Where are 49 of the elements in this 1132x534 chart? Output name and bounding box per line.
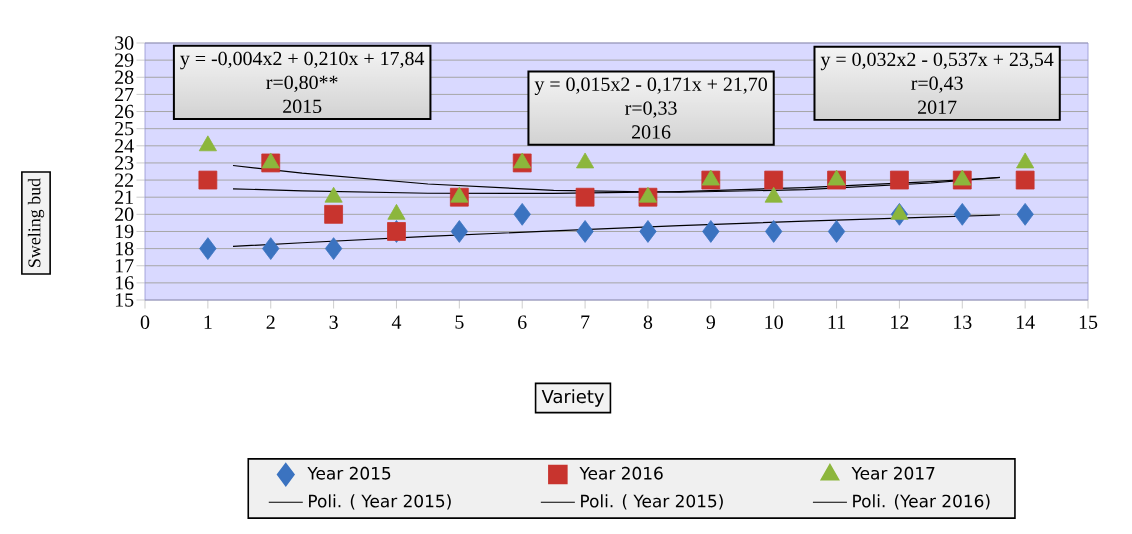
y-tick-label: 18: [115, 241, 134, 256]
annotation: y = 0,032x2 - 0,537x + 23,54: [820, 52, 1054, 71]
x-tick-label: 15: [1079, 315, 1098, 329]
x-tick-label: 8: [643, 315, 653, 329]
y-tick-label: 28: [115, 70, 134, 84]
annotation: r=0,43: [911, 76, 963, 93]
y-tick-label: 24: [115, 139, 134, 153]
y-tick-label: 30: [115, 36, 134, 50]
x-tick-label: 2: [266, 315, 275, 329]
legend-label: Year 2015: [307, 466, 391, 480]
x-axis-title: Variety: [541, 389, 604, 407]
y-tick-label: 16: [115, 276, 134, 290]
x-tick-label: 5: [455, 315, 464, 329]
y-axis-title: Sweling bud: [27, 178, 45, 267]
x-tick-label: 1: [204, 315, 212, 329]
y-tick-label: 19: [115, 224, 134, 239]
x-tick-label: 11: [828, 315, 845, 329]
y-tick-label: 22: [115, 173, 134, 187]
x-tick-label: 0: [140, 315, 150, 329]
annotation: 2016: [632, 125, 671, 139]
y-tick-label: 25: [115, 121, 134, 136]
legend-label: Year 2016: [579, 466, 663, 480]
annotation: 2015: [283, 99, 322, 114]
x-tick-label: 14: [1016, 315, 1035, 329]
x-tick-label: 6: [518, 315, 527, 329]
annotation: 2017: [918, 100, 957, 114]
annotation: r=0,33: [625, 101, 677, 118]
x-tick-label: 12: [891, 315, 909, 329]
legend-label: Poli. ( Year 2015): [309, 494, 451, 510]
legend-label: Poli. (Year 2016): [853, 494, 990, 510]
x-tick-label: 10: [765, 315, 783, 329]
y-tick-label: 27: [115, 87, 134, 101]
x-tick-label: 3: [329, 315, 338, 329]
x-tick-label: 13: [954, 315, 972, 329]
y-tick-label: 17: [115, 259, 134, 273]
y-tick-label: 26: [115, 104, 134, 119]
y-tick-label: 20: [115, 207, 134, 222]
legend-label: Poli. ( Year 2015): [581, 494, 723, 510]
legend-label: Year 2017: [851, 466, 935, 480]
y-tick-label: 23: [115, 156, 134, 170]
x-tick-label: 7: [581, 315, 590, 329]
y-tick-label: 29: [115, 53, 134, 67]
x-tick-label: 4: [391, 315, 402, 329]
annotation: y = -0,004x2 + 0,210x + 17,84: [180, 51, 425, 70]
x-tick-label: 9: [706, 315, 715, 329]
annotation: r=0,80**: [266, 75, 338, 92]
annotation: y = 0,015x2 - 0,171x + 21,70: [534, 77, 767, 96]
y-tick-label: 21: [115, 190, 133, 204]
y-tick-label: 15: [115, 293, 134, 307]
